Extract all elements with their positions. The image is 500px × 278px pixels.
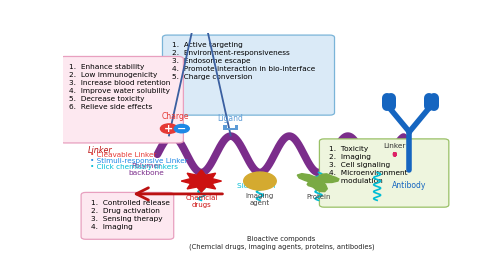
FancyBboxPatch shape [223, 125, 227, 130]
Circle shape [174, 125, 190, 133]
Text: • Stimuli-responsive Linker: • Stimuli-responsive Linker [90, 158, 188, 163]
Text: −: − [177, 124, 186, 134]
Text: Polymer
backbone: Polymer backbone [128, 163, 164, 176]
Text: Protein: Protein [306, 194, 331, 200]
FancyBboxPatch shape [320, 139, 449, 207]
Text: • Click chemistry linkers: • Click chemistry linkers [90, 163, 178, 170]
Text: Ligand: Ligand [218, 114, 244, 123]
FancyBboxPatch shape [223, 128, 238, 130]
Text: Chemcial
drugs: Chemcial drugs [185, 195, 218, 208]
Text: 1.  Toxicity
2.  Imaging
3.  Cell signaling
4.  Microenvironment
     modulation: 1. Toxicity 2. Imaging 3. Cell signaling… [329, 146, 407, 184]
Text: Imaging
agent: Imaging agent [246, 193, 274, 206]
Text: 1.  Controlled release
2.  Drug activation
3.  Sensing therapy
4.  Imaging: 1. Controlled release 2. Drug activation… [91, 200, 170, 230]
Text: • Cleavable Linker: • Cleavable Linker [90, 152, 157, 158]
Polygon shape [298, 174, 339, 192]
Text: Linker: Linker [88, 146, 112, 155]
FancyBboxPatch shape [60, 56, 184, 143]
Text: +: + [164, 124, 173, 134]
Text: 1.  Active targeting
2.  Environment-responsiveness
3.  Endosome escape
4.  Prom: 1. Active targeting 2. Environment-respo… [172, 42, 316, 80]
FancyBboxPatch shape [81, 192, 174, 239]
FancyBboxPatch shape [234, 125, 238, 130]
Text: Bioactive componds
(Chemcial drugs, imaging agents, proteins, antibodies): Bioactive componds (Chemcial drugs, imag… [188, 236, 374, 250]
FancyBboxPatch shape [162, 35, 334, 115]
Text: Antibody: Antibody [392, 181, 426, 190]
Circle shape [160, 124, 178, 133]
Text: 1.  Enhance stability
2.  Low immunogenicity
3.  Increase blood retention
4.  Im: 1. Enhance stability 2. Low immunogenici… [70, 64, 171, 110]
Circle shape [244, 172, 276, 190]
Text: Linker: Linker [384, 143, 406, 149]
Polygon shape [181, 170, 222, 192]
Text: Side chain: Side chain [237, 183, 276, 189]
Text: Charge: Charge [162, 112, 189, 121]
